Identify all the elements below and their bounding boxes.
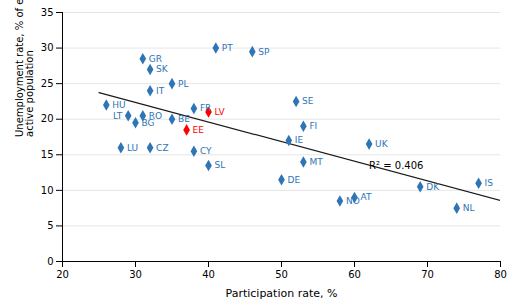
svg-text:Participation rate, %: Participation rate, % — [226, 287, 338, 300]
svg-text:RO: RO — [149, 111, 162, 121]
svg-text:15: 15 — [41, 149, 54, 160]
svg-text:40: 40 — [202, 269, 215, 280]
svg-text:0: 0 — [47, 256, 53, 267]
svg-text:25: 25 — [41, 78, 54, 89]
svg-text:PT: PT — [222, 43, 233, 53]
svg-text:FR: FR — [200, 103, 211, 113]
svg-text:BG: BG — [141, 117, 155, 128]
svg-text:FI: FI — [309, 121, 317, 131]
svg-text:80: 80 — [494, 269, 507, 280]
svg-text:10: 10 — [41, 185, 54, 196]
svg-text:HU: HU — [112, 100, 125, 110]
svg-text:AT: AT — [361, 192, 372, 202]
svg-text:20: 20 — [41, 113, 54, 124]
svg-text:DE: DE — [288, 175, 301, 185]
svg-text:CZ: CZ — [156, 143, 168, 153]
svg-text:DK: DK — [426, 182, 440, 192]
svg-text:LU: LU — [127, 143, 138, 153]
svg-text:SE: SE — [302, 96, 314, 106]
svg-text:SK: SK — [156, 64, 169, 74]
svg-text:5: 5 — [47, 220, 53, 231]
svg-text:UK: UK — [375, 139, 389, 149]
svg-text:BE: BE — [178, 114, 190, 124]
svg-text:MT: MT — [309, 157, 323, 167]
svg-text:R² = 0.406: R² = 0.406 — [369, 160, 423, 171]
svg-text:GR: GR — [149, 54, 162, 64]
svg-text:NL: NL — [463, 203, 475, 213]
svg-text:LT: LT — [113, 111, 123, 121]
svg-text:IT: IT — [156, 86, 165, 96]
svg-text:IE: IE — [295, 135, 304, 145]
svg-text:30: 30 — [41, 42, 54, 53]
svg-text:EE: EE — [193, 125, 205, 135]
svg-text:SL: SL — [215, 160, 226, 170]
svg-text:IS: IS — [485, 178, 494, 188]
svg-text:30: 30 — [129, 269, 142, 280]
svg-text:70: 70 — [421, 269, 434, 280]
svg-text:PL: PL — [178, 79, 188, 89]
svg-text:LV: LV — [215, 107, 226, 117]
svg-text:35: 35 — [41, 7, 54, 18]
svg-text:Unemployment rate, % of econom: Unemployment rate, % of economicallyacti… — [14, 0, 35, 137]
svg-text:SP: SP — [258, 47, 270, 57]
svg-text:NO: NO — [346, 196, 360, 206]
svg-text:20: 20 — [56, 269, 69, 280]
svg-text:60: 60 — [348, 269, 361, 280]
svg-text:50: 50 — [275, 269, 288, 280]
svg-text:CY: CY — [200, 146, 212, 156]
